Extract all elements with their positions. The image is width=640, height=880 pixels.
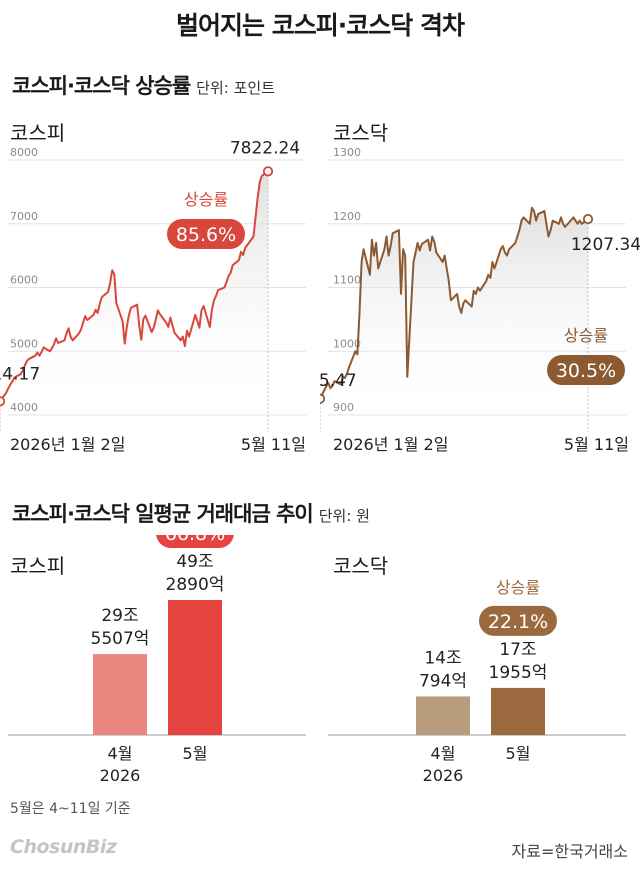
start-point	[320, 393, 326, 404]
y-tick-label: 7000	[10, 210, 38, 223]
start-value-label: 4214.17	[0, 364, 40, 384]
rise-pill	[156, 535, 234, 548]
bar	[491, 687, 545, 735]
rise-value: 22.1%	[488, 611, 548, 633]
bar-value-label: 14조	[424, 648, 461, 668]
bar-value-label: 29조	[101, 606, 138, 626]
y-tick-label: 1300	[333, 146, 361, 159]
footnote: 5월은 4~11일 기준	[10, 801, 131, 817]
rise-label: 상승률	[184, 190, 228, 209]
section2-title-text: 코스피·코스닥 일평균 거래대금 추이	[12, 502, 314, 526]
kosdaq-line-chart: 9001000110012001300925.471207.34상승률30.5%…	[320, 146, 640, 454]
category-label: 5월	[506, 744, 531, 763]
kosdaq-bar-panel-name: 코스닥	[333, 554, 389, 578]
source-note: 자료=한국거래소	[511, 842, 628, 861]
section2-title: 코스피·코스닥 일평균 거래대금 추이 단위: 원	[12, 498, 370, 528]
rise-pill	[547, 355, 625, 385]
bar-value-label: 2890억	[166, 575, 225, 595]
end-value-label: 1207.34	[571, 235, 640, 255]
area-fill	[320, 207, 588, 415]
end-value-label: 7822.24	[230, 140, 300, 158]
bar-value-label: 49조	[176, 552, 213, 572]
bar-value-label: 794억	[419, 671, 467, 691]
y-tick-label: 1100	[333, 274, 361, 287]
category-label: 5월	[183, 744, 208, 763]
rise-pill	[167, 219, 245, 249]
section1-title-text: 코스피·코스닥 상승률	[12, 74, 191, 98]
page-title: 벌어지는 코스피·코스닥 격차	[176, 11, 465, 40]
category-label: 2026	[100, 766, 141, 785]
y-tick-label: 1000	[333, 337, 361, 350]
x-tick-label: 5월 11일	[241, 435, 306, 454]
x-tick-label: 2026년 1월 2일	[333, 435, 448, 454]
category-label: 4월	[431, 744, 456, 763]
x-tick-label: 5월 11일	[564, 435, 629, 454]
kospi-line-panel-name: 코스피	[10, 121, 66, 145]
end-point	[262, 166, 274, 177]
rise-value: 30.5%	[556, 360, 616, 382]
area-fill	[0, 171, 268, 415]
kospi-bar-panel-name: 코스피	[10, 554, 66, 578]
section2-unit: 단위: 원	[318, 507, 370, 525]
series-line	[320, 206, 589, 400]
bar-value-label: 17조	[499, 640, 536, 660]
category-label: 4월	[108, 744, 133, 763]
series-line	[0, 170, 269, 402]
rise-label: 상승률	[564, 326, 608, 345]
x-tick-label: 2026년 1월 2일	[10, 435, 125, 454]
category-label: 2026	[423, 766, 464, 785]
kosdaq-line-panel-name: 코스닥	[333, 121, 389, 145]
kospi-line-chart: 400050006000700080004214.177822.24상승률85.…	[0, 140, 306, 454]
kosdaq-bar-chart: 14조 794억 4월 2026 17조 1955억 5월 상승률 22.1%	[328, 578, 626, 785]
rise-pill	[479, 605, 557, 636]
y-tick-label: 8000	[10, 146, 38, 159]
bar	[93, 654, 147, 735]
section1-unit: 단위: 포인트	[196, 79, 275, 97]
y-tick-label: 1200	[333, 210, 361, 223]
rise-value: 85.6%	[176, 224, 236, 246]
chosunbiz-logo: ChosunBiz	[10, 836, 117, 858]
y-tick-label: 5000	[10, 337, 38, 350]
start-value-label: 925.47	[320, 371, 357, 391]
rise-label: 상승률	[496, 578, 540, 597]
kospi-bar-chart: 29조5507억4월202649조2890억5월상승률66.8%	[8, 535, 306, 785]
y-tick-label: 6000	[10, 274, 38, 287]
bar	[416, 696, 470, 735]
section1-title: 코스피·코스닥 상승률 단위: 포인트	[12, 70, 275, 100]
end-point	[582, 213, 594, 225]
bar-value-label: 5507억	[91, 629, 150, 649]
rise-value: 66.8%	[165, 535, 225, 545]
bar	[168, 600, 222, 735]
start-point	[0, 396, 6, 407]
bar-value-label: 1955억	[489, 663, 548, 683]
